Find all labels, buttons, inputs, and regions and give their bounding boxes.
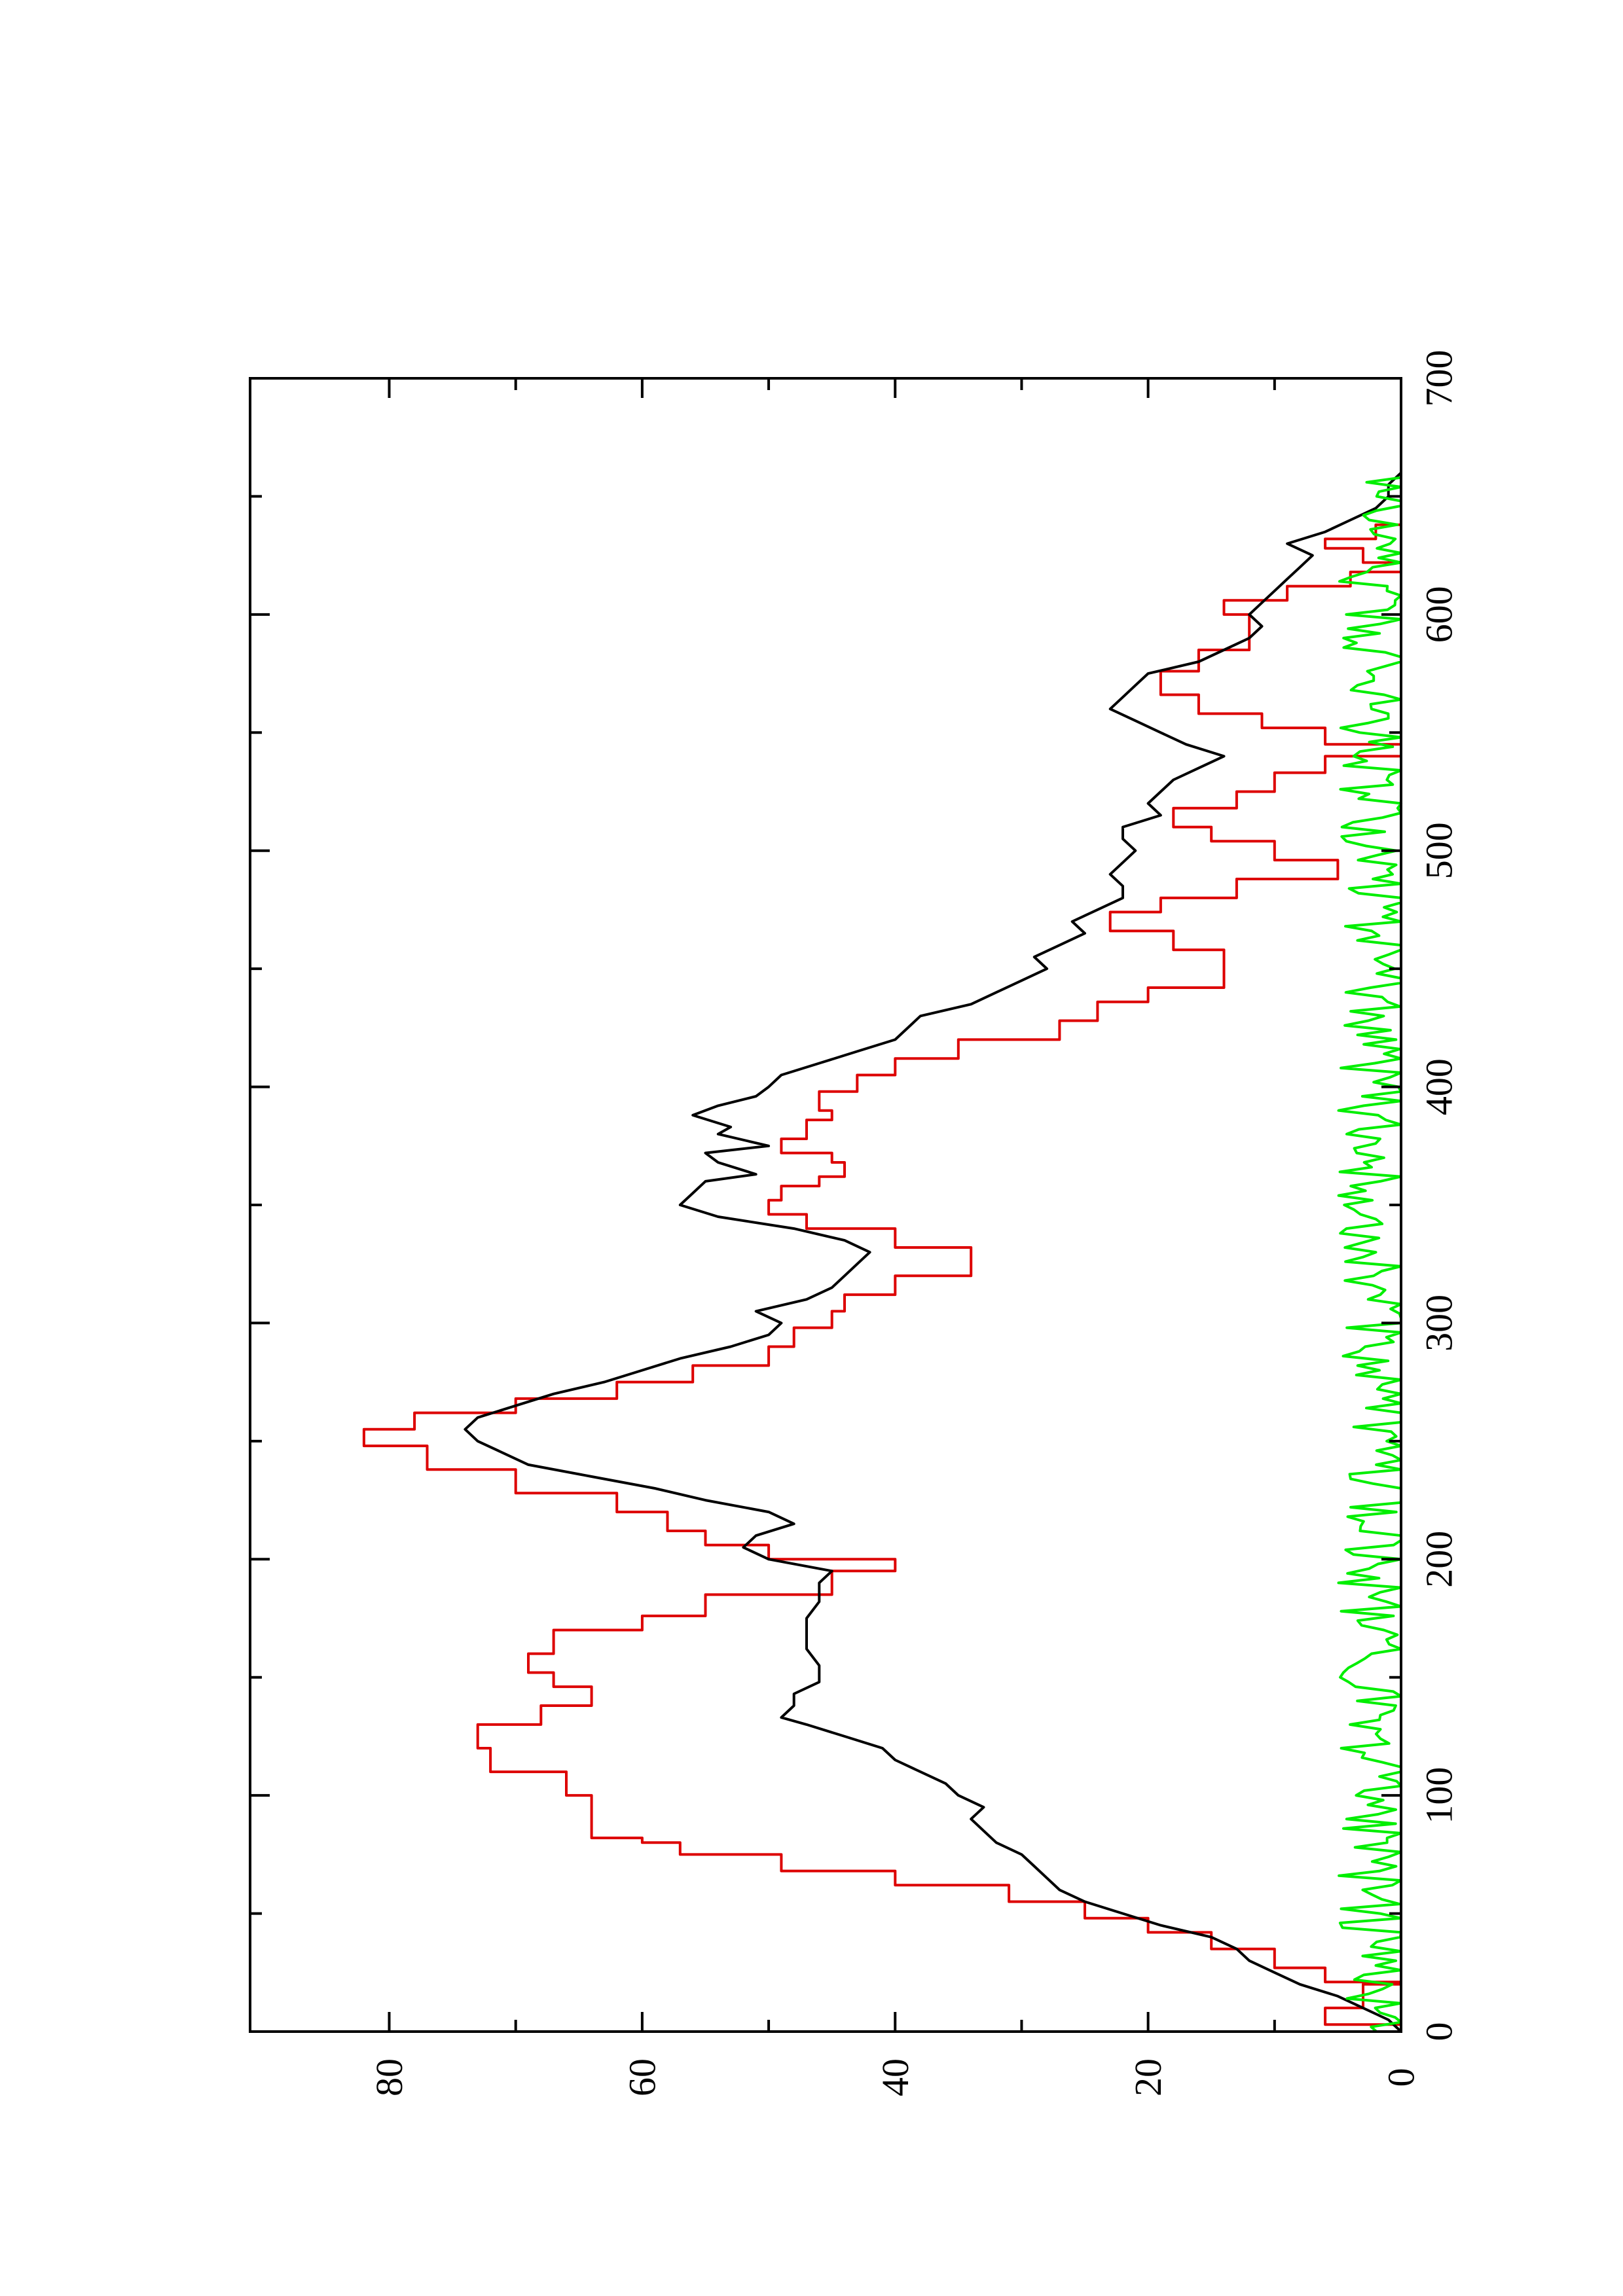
labels-layer: 0 100 200 300 400 500 600 700 0 20 40 60 80 bbox=[368, 350, 1460, 2097]
ticks-layer bbox=[250, 377, 1402, 2033]
y-tick-label: 20 bbox=[1127, 2058, 1169, 2096]
y-tick-label: 80 bbox=[368, 2058, 410, 2096]
x-tick-label: 200 bbox=[1418, 1531, 1461, 1588]
y-tick-label: 0 bbox=[1380, 2068, 1423, 2087]
x-tick-label: 0 bbox=[1418, 2022, 1461, 2041]
series-line-1 bbox=[362, 492, 1402, 2032]
series-line-2 bbox=[464, 471, 1402, 2033]
x-tick-label: 300 bbox=[1418, 1295, 1461, 1352]
y-tick-label: 40 bbox=[874, 2058, 917, 2096]
x-tick-label: 700 bbox=[1418, 350, 1461, 407]
x-tick-label: 500 bbox=[1418, 822, 1461, 879]
x-tick-label: 600 bbox=[1418, 586, 1461, 643]
x-tick-label: 100 bbox=[1418, 1767, 1461, 1824]
x-tick-label: 400 bbox=[1418, 1058, 1461, 1115]
y-tick-label: 60 bbox=[621, 2058, 663, 2096]
